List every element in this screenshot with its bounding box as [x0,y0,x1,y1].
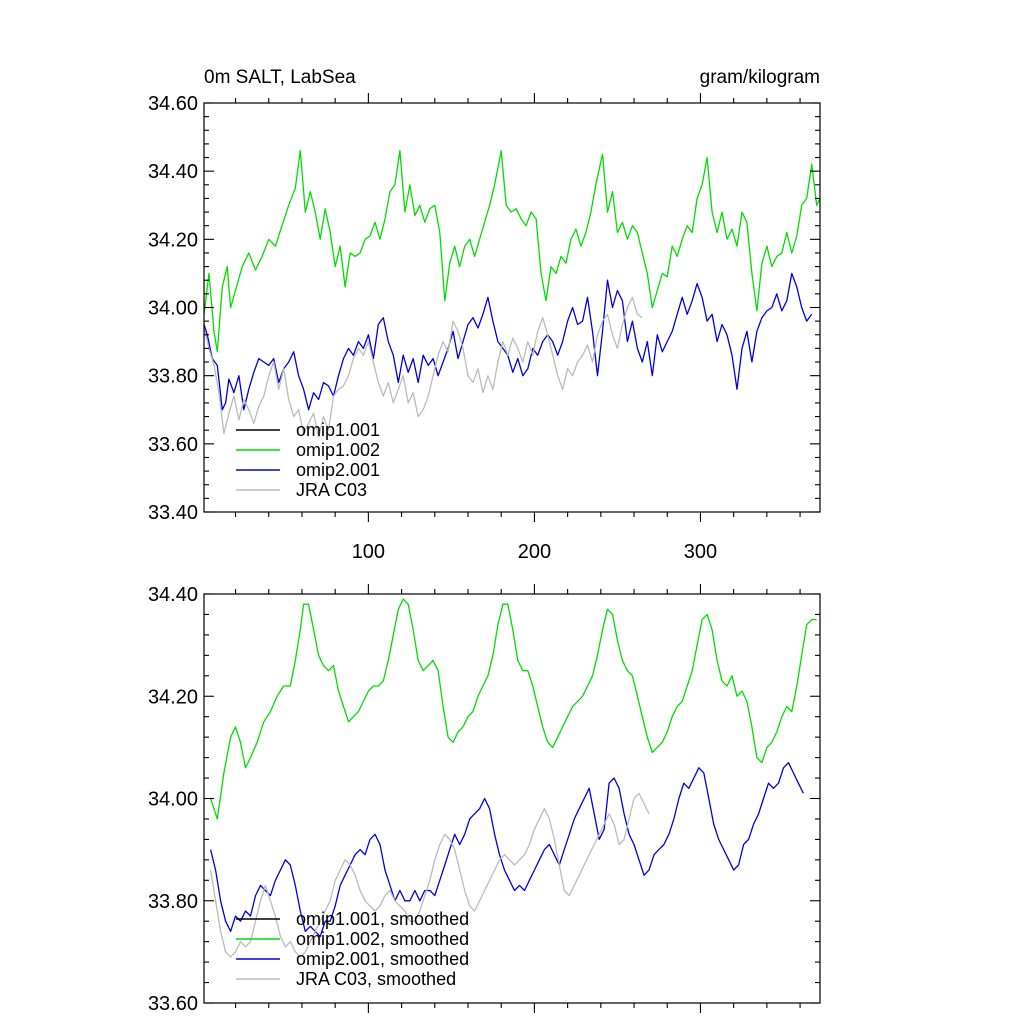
y-tick-label: 34.60 [148,93,198,115]
x-tick-label: 200 [518,541,551,563]
series-line-2 [203,272,813,411]
tick-marks [204,584,820,1013]
series-line-1 [209,598,817,820]
series-line-3 [203,296,643,438]
y-tick-label: 33.80 [148,891,198,913]
y-tick-label: 33.80 [148,366,198,388]
top-panel: 0m SALT, LabSea gram/kilogram 33.40 33.60… [148,67,821,563]
y-tick-label: 34.40 [148,161,198,183]
x-axis-labels: 100 200 300 [352,541,717,563]
legend-label: omip1.001, smoothed [296,909,469,929]
y-tick-label: 33.60 [148,434,198,456]
legend-label: omip1.002, smoothed [296,929,469,949]
y-tick-label: 34.20 [148,229,198,251]
chart-title-left: 0m SALT, LabSea [204,67,356,88]
legend-label: omip2.001 [296,460,380,480]
series-line-2 [209,762,804,938]
legend-label: JRA C03 [296,480,367,500]
plot-frame [203,593,821,1004]
bottom-panel: 33.60 33.80 34.00 34.20 34.40 omip1.001, smo… [148,584,821,1015]
y-axis-labels: 33.40 33.60 33.80 34.00 34.20 34.40 34.60 [148,93,198,524]
x-tick-label: 300 [684,541,717,563]
legend-label: omip2.001, smoothed [296,949,469,969]
y-tick-label: 34.00 [148,789,198,811]
y-tick-label: 33.40 [148,502,198,524]
y-tick-label: 33.60 [148,993,198,1015]
series-layer [203,150,821,438]
y-tick-label: 34.20 [148,686,198,708]
chart-units-label: gram/kilogram [700,67,820,88]
legend-label: JRA C03, smoothed [296,969,456,989]
legend-label: omip1.001 [296,420,380,440]
y-tick-label: 34.00 [148,298,198,320]
series-line-1 [203,150,821,353]
series-layer [209,598,817,958]
x-tick-label: 100 [352,541,385,563]
y-axis-labels: 33.60 33.80 34.00 34.20 34.40 [148,584,198,1015]
series-line-3 [209,792,650,958]
y-tick-label: 34.40 [148,584,198,606]
legend-label: omip1.002 [296,440,380,460]
plot-frame [203,102,821,513]
